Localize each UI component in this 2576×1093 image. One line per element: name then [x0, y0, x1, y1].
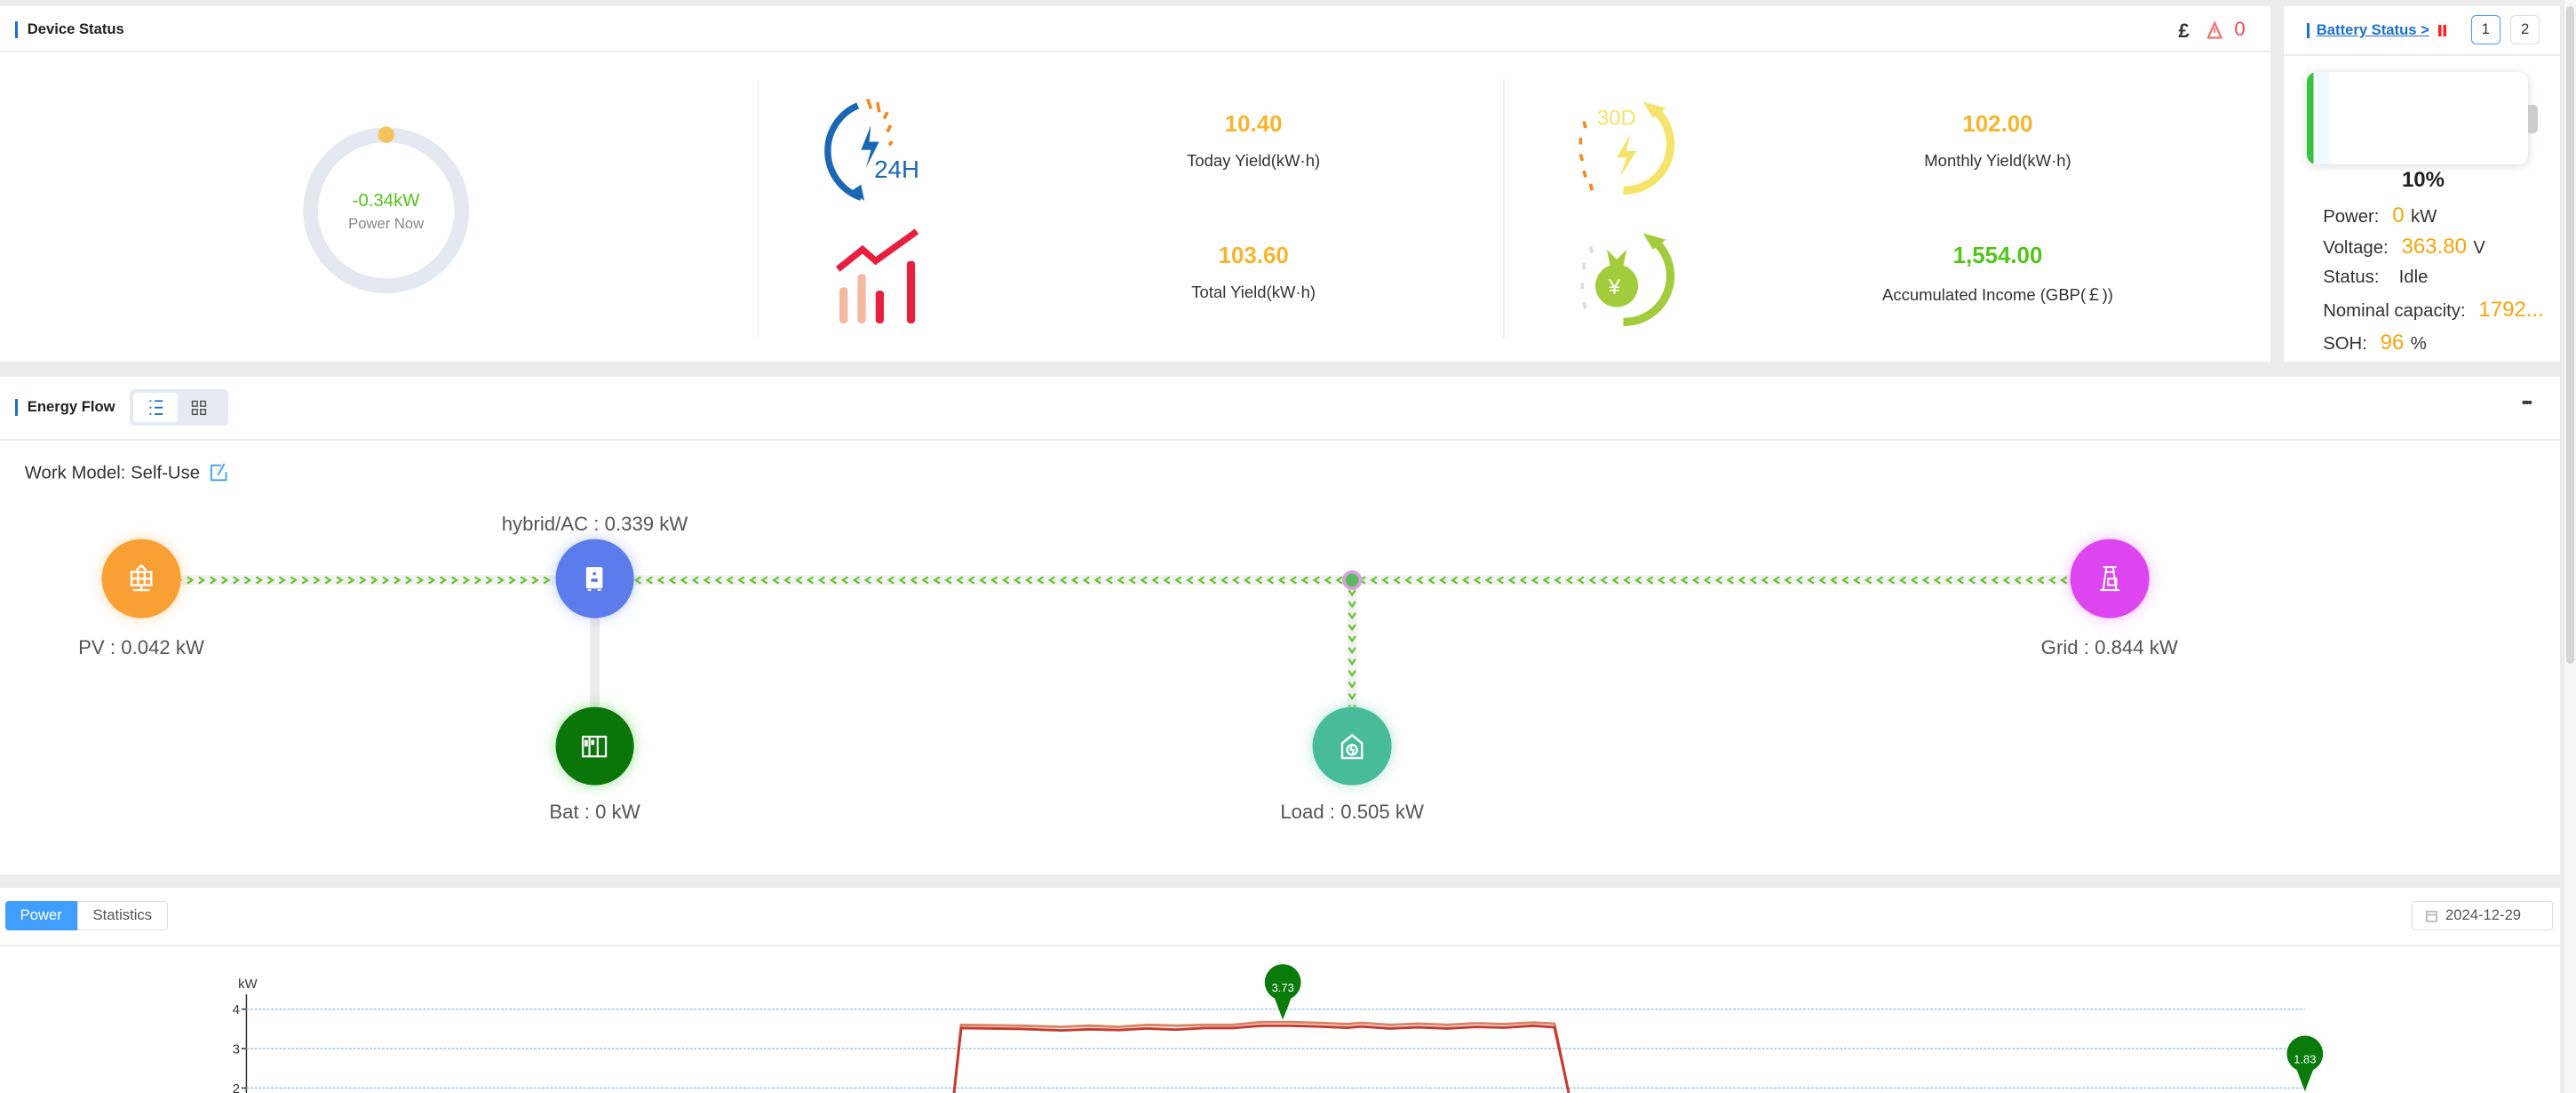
header-divider [0, 945, 2560, 947]
svg-text:¥: ¥ [1608, 275, 1621, 299]
work-model: Work Model: Self-Use [25, 462, 230, 484]
calendar-icon [2425, 910, 2437, 922]
power-now-gauge [303, 126, 470, 294]
bat-label: Bat : 0 kW [549, 800, 640, 823]
battery-soh-row: SOH: 96% [2323, 330, 2427, 355]
money-bag-icon: ¥ [1580, 233, 1674, 327]
solar-panel-icon [130, 563, 153, 592]
battery-capacity-row: Nominal capacity: 1792... [2323, 297, 2544, 322]
flow-arrows-pv-to-hybrid [180, 575, 556, 586]
y-tick-label: 4 [233, 1003, 240, 1017]
flow-line-hybrid-to-bat [589, 618, 600, 707]
work-model-value: Self-Use [131, 463, 201, 483]
pv-label: PV : 0.042 kW [78, 635, 204, 658]
monthly-yield-label: Monthly Yield(kW·h) [1924, 151, 2071, 171]
list-icon [149, 400, 163, 415]
mark-point-label: 3.73 [1272, 981, 1294, 994]
divider [757, 78, 759, 339]
mark-point-pin [1264, 964, 1301, 1020]
power-grid-icon [2099, 566, 2119, 591]
divider [1503, 78, 1506, 339]
rising-chart-icon [835, 228, 919, 324]
y-tick-label: 2 [233, 1082, 240, 1093]
battery-header-divider [2283, 54, 2560, 56]
total-yield-label: Total Yield(kW·h) [1191, 283, 1316, 302]
battery-power-row: Power: 0 kW [2323, 203, 2437, 228]
30-day-icon: 30D [1578, 101, 1674, 195]
header-divider [0, 438, 2560, 441]
hybrid-label: hybrid/AC : 0.339 kW [501, 513, 688, 536]
load-node[interactable] [1312, 706, 1392, 786]
scrollbar-thumb[interactable] [2565, 6, 2575, 665]
battery-status-link[interactable]: Battery Status > [2316, 21, 2429, 39]
pv-node[interactable] [101, 539, 181, 618]
battery-gauge [2306, 72, 2529, 164]
header-divider [0, 51, 2270, 53]
battery-status-row: Status: Idle [2323, 267, 2429, 288]
home-load-icon [1340, 733, 1364, 759]
page-scrollbar[interactable] [2564, 0, 2576, 1093]
mark-point-label: 1.83 [2294, 1053, 2316, 1066]
more-options-button[interactable]: ••• [2521, 395, 2532, 411]
battery-soc-fill [2306, 72, 2329, 164]
series-line-0 [952, 1020, 1570, 1093]
battery-page-2-button[interactable]: 2 [2510, 14, 2540, 44]
today-yield-label: Today Yield(kW·h) [1187, 151, 1321, 171]
load-label: Load : 0.505 kW [1280, 800, 1424, 823]
energy-flow-title: Energy Flow [14, 399, 115, 416]
battery-status-card [2283, 6, 2560, 362]
view-toggle-group [130, 389, 229, 426]
tab-power[interactable]: Power [4, 900, 77, 930]
device-status-title: Device Status [14, 20, 124, 38]
grid-label: Grid : 0.844 kW [2040, 635, 2178, 658]
power-now-value: -0.34kW [352, 190, 420, 211]
svg-text:24H: 24H [874, 156, 919, 183]
energy-flow-card: Energy Flow ••• Work Model: Self-Use [0, 376, 2560, 874]
series-line-1 [952, 1024, 1570, 1093]
y-tick-label: 3 [233, 1043, 240, 1057]
battery-node[interactable] [555, 706, 634, 786]
flow-arrows-junction-to-load [1347, 588, 1357, 707]
mark-point-pin [2286, 1035, 2324, 1092]
edit-icon[interactable] [210, 462, 229, 482]
tab-statistics[interactable]: Statistics [76, 900, 168, 930]
accumulated-income-value: 1,554.00 [1952, 243, 2043, 268]
total-yield-value: 103.60 [1218, 243, 1289, 268]
battery-alert-icon [2437, 24, 2448, 36]
accumulated-income-label: Accumulated Income (GBP(￡)) [1882, 285, 2113, 305]
battery-voltage-row: Voltage: 363.80 V [2323, 235, 2485, 259]
flow-junction-dot [1342, 570, 1363, 590]
24h-clock-icon: 24H [823, 98, 919, 201]
currency-symbol: £ [2178, 20, 2190, 43]
chart-y-label: kW [238, 977, 258, 993]
inverter-icon [586, 567, 603, 591]
date-value: 2024-12-29 [2445, 906, 2522, 924]
work-model-label: Work Model: [24, 463, 126, 483]
date-picker[interactable]: 2024-12-29 [2412, 900, 2554, 930]
svg-text:30D: 30D [1597, 107, 1636, 131]
grid-view-icon[interactable] [187, 396, 211, 419]
list-view-button[interactable] [132, 393, 178, 423]
battery-icon [582, 735, 608, 757]
alarm-warning-icon[interactable] [2206, 21, 2223, 39]
today-yield-value: 10.40 [1224, 111, 1283, 137]
grid-node[interactable] [2070, 539, 2150, 618]
device-status-card: Device Status £ 0 -0.34kW Power Now 24H … [0, 6, 2270, 362]
battery-soc-label: 10% [2401, 167, 2445, 192]
battery-title-bar [2306, 22, 2310, 38]
battery-page-1-button[interactable]: 1 [2470, 14, 2500, 44]
monthly-yield-value: 102.00 [1962, 111, 2033, 137]
battery-nub [2528, 105, 2539, 133]
alarm-count[interactable]: 0 [2234, 18, 2246, 41]
hybrid-inverter-node[interactable] [555, 539, 634, 618]
power-now-label: Power Now [348, 215, 425, 233]
